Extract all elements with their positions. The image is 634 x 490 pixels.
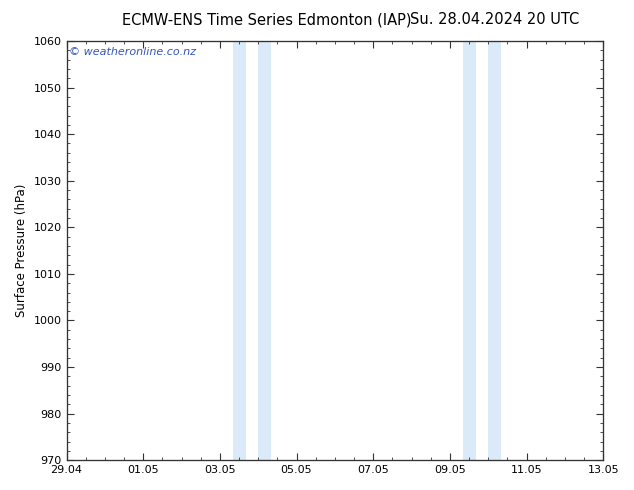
Bar: [233, 41, 245, 460]
Text: © weatheronline.co.nz: © weatheronline.co.nz: [69, 48, 197, 57]
Bar: [258, 41, 271, 460]
Bar: [463, 41, 476, 460]
Text: ECMW-ENS Time Series Edmonton (IAP): ECMW-ENS Time Series Edmonton (IAP): [122, 12, 411, 27]
Y-axis label: Surface Pressure (hPa): Surface Pressure (hPa): [15, 184, 28, 318]
Bar: [488, 41, 501, 460]
Text: Su. 28.04.2024 20 UTC: Su. 28.04.2024 20 UTC: [410, 12, 579, 27]
